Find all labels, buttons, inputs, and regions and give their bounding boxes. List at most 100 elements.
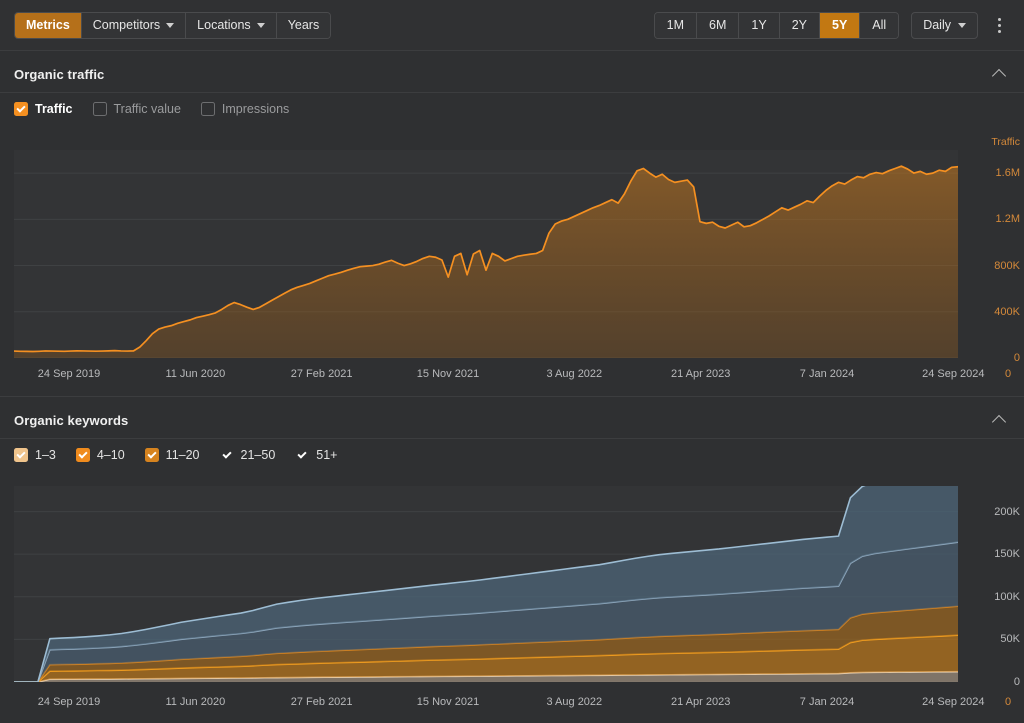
- view-tab-group: Metrics Competitors Locations Years: [14, 11, 332, 39]
- checkbox-pos-1-3[interactable]: [14, 448, 28, 462]
- checkbox-impressions[interactable]: [200, 102, 215, 116]
- legend-label-impressions: Impressions: [221, 102, 290, 116]
- x-axis-tick: 3 Aug 2022: [546, 696, 603, 708]
- top-toolbar: Metrics Competitors Locations Years 1M 6…: [0, 0, 1024, 50]
- date-range-group: 1M 6M 1Y 2Y 5Y All: [653, 11, 900, 39]
- checkbox-pos-51-plus[interactable]: [295, 448, 309, 462]
- range-all-label: All: [872, 18, 887, 32]
- legend-item-pos-4-10[interactable]: 4–10: [75, 448, 125, 462]
- x-axis-tick: 7 Jan 2024: [799, 696, 855, 708]
- x-axis-tick: 15 Nov 2021: [416, 368, 480, 380]
- tab-years[interactable]: Years: [276, 12, 331, 38]
- check-icon: [16, 102, 26, 113]
- range-1y[interactable]: 1Y: [739, 12, 780, 38]
- checkbox-pos-11-20[interactable]: [144, 448, 159, 462]
- organic-keywords-y-axis: 0 50K 100K 150K 200K: [958, 486, 1024, 688]
- legend-label-traffic-value: Traffic value: [113, 102, 181, 116]
- x-axis-tick: 11 Jun 2020: [165, 368, 226, 380]
- x-axis-tick: 27 Feb 2021: [290, 696, 353, 708]
- chevron-down-icon: [958, 22, 966, 28]
- organic-traffic-chart[interactable]: [14, 150, 958, 358]
- x-axis-tick: 15 Nov 2021: [416, 696, 480, 708]
- granularity-dropdown[interactable]: Daily: [911, 11, 978, 39]
- x-axis-tick: 21 Apr 2023: [670, 696, 731, 708]
- tab-years-label: Years: [287, 18, 320, 32]
- legend-organic-keywords: 1–3 4–10 11–20 21–50 51+: [0, 448, 358, 462]
- chevron-up-icon[interactable]: [990, 410, 1010, 430]
- legend-item-pos-51-plus[interactable]: 51+: [295, 448, 338, 462]
- y-axis-tick: 1.6M: [995, 167, 1020, 180]
- checkbox-pos-4-10[interactable]: [75, 448, 90, 462]
- tab-locations[interactable]: Locations: [186, 12, 277, 38]
- organic-traffic-x-axis: 24 Sep 2019 11 Jun 2020 27 Feb 2021 15 Nov …: [0, 368, 1024, 386]
- legend-item-pos-21-50[interactable]: 21–50: [220, 448, 275, 462]
- checkbox-pos-21-50[interactable]: [220, 448, 234, 462]
- x-axis-tick: 7 Jan 2024: [799, 368, 855, 380]
- checkbox-traffic[interactable]: [14, 102, 28, 116]
- y-axis-tick: 150K: [994, 548, 1020, 561]
- legend-label-pos-1-3: 1–3: [35, 448, 56, 462]
- legend-item-pos-11-20[interactable]: 11–20: [144, 448, 200, 462]
- tab-locations-label: Locations: [197, 18, 251, 32]
- x-axis-tick: 24 Sep 2024: [922, 696, 985, 708]
- section-title-organic-keywords: Organic keywords: [14, 412, 129, 428]
- section-header-organic-keywords: Organic keywords: [0, 404, 1024, 436]
- section-divider-3: [0, 438, 1024, 439]
- legend-item-impressions[interactable]: Impressions: [200, 102, 290, 116]
- legend-item-traffic[interactable]: Traffic: [14, 102, 73, 116]
- y-axis-tick: 400K: [994, 305, 1020, 318]
- checkbox-traffic-value[interactable]: [92, 102, 107, 116]
- legend-item-traffic-value[interactable]: Traffic value: [92, 102, 181, 116]
- legend-label-traffic: Traffic: [35, 102, 73, 116]
- check-icon: [221, 448, 232, 459]
- organic-traffic-y-axis: Traffic 0 400K 800K 1.2M 1.6M: [958, 136, 1024, 366]
- kebab-dot: [997, 17, 1001, 21]
- tab-competitors[interactable]: Competitors: [81, 12, 187, 38]
- range-6m[interactable]: 6M: [697, 12, 740, 38]
- page-title: Organic traffic: [14, 66, 105, 82]
- granularity-value: Daily: [923, 18, 951, 32]
- y-axis-tick: 50K: [1000, 633, 1020, 646]
- tab-metrics[interactable]: Metrics: [15, 12, 82, 38]
- y-axis-tick: 100K: [994, 590, 1020, 603]
- range-5y[interactable]: 5Y: [820, 12, 861, 38]
- y-axis-tick: 200K: [994, 505, 1020, 518]
- y-axis-tick: 0: [1013, 352, 1020, 364]
- kebab-dot: [997, 23, 1001, 27]
- organic-keywords-x-axis: 24 Sep 2019 11 Jun 2020 27 Feb 2021 15 Nov …: [0, 696, 1024, 714]
- x-axis-zero-label: 0: [1005, 696, 1012, 708]
- kebab-dot: [997, 29, 1001, 33]
- section-divider-1: [0, 92, 1024, 93]
- range-1m[interactable]: 1M: [654, 12, 698, 38]
- legend-label-pos-11-20: 11–20: [165, 448, 200, 462]
- chevron-down-icon: [166, 22, 175, 28]
- range-all[interactable]: All: [860, 12, 899, 38]
- y-axis-title: Traffic: [991, 136, 1020, 148]
- chevron-down-icon: [256, 22, 265, 28]
- y-axis-tick: 1.2M: [995, 213, 1020, 226]
- y-axis-tick: 800K: [994, 259, 1020, 272]
- legend-label-pos-4-10: 4–10: [96, 448, 125, 462]
- organic-keywords-chart[interactable]: [14, 486, 958, 682]
- x-axis-tick: 24 Sep 2019: [37, 368, 101, 380]
- range-5y-label: 5Y: [832, 18, 848, 32]
- range-2y-label: 2Y: [791, 18, 807, 32]
- section-header-organic-traffic: Organic traffic: [0, 58, 1024, 90]
- check-icon: [16, 448, 26, 459]
- range-1y-label: 1Y: [751, 18, 767, 32]
- check-icon: [297, 448, 307, 459]
- kebab-menu-icon[interactable]: [988, 12, 1010, 39]
- x-axis-tick: 24 Sep 2019: [37, 696, 101, 708]
- chevron-up-icon[interactable]: [990, 64, 1010, 84]
- legend-item-pos-1-3[interactable]: 1–3: [14, 448, 56, 462]
- x-axis-tick: 3 Aug 2022: [546, 368, 603, 380]
- section-divider-2: [0, 396, 1024, 397]
- x-axis-tick: 24 Sep 2024: [922, 368, 985, 380]
- toolbar-divider: [0, 50, 1024, 51]
- range-2y[interactable]: 2Y: [779, 12, 820, 38]
- range-1m-label: 1M: [666, 18, 685, 32]
- tab-metrics-label: Metrics: [26, 18, 70, 32]
- check-icon: [147, 448, 157, 459]
- legend-label-pos-51-plus: 51+: [316, 448, 338, 462]
